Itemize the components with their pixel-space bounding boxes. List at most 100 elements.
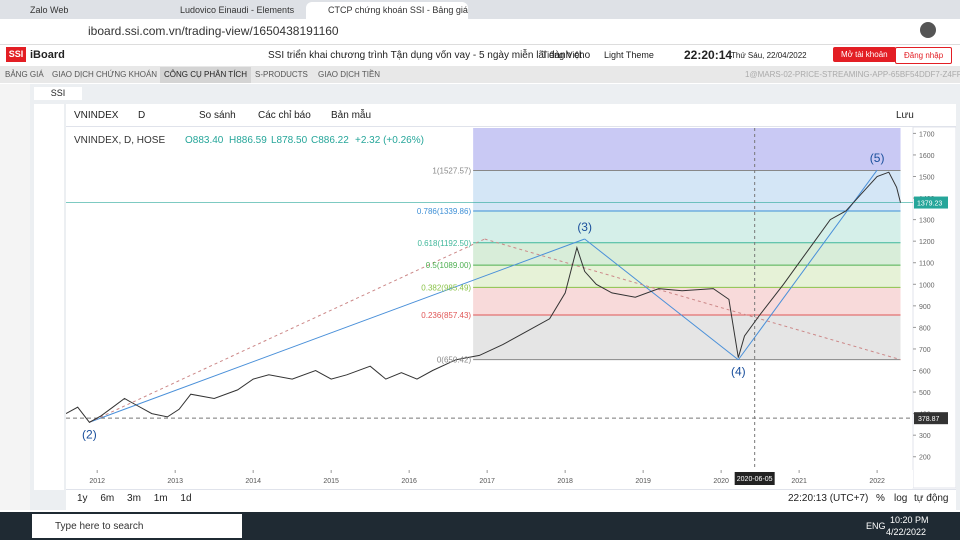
legend-title: VNINDEX, D, HOSE <box>74 135 165 146</box>
last-price-label: 1379.23 <box>917 201 942 208</box>
nav-item[interactable]: BẢNG GIÁ <box>5 70 44 79</box>
drawing-tools <box>34 104 64 490</box>
x-tick-label: 2013 <box>167 478 183 485</box>
fib-label: 1(1527.57) <box>432 167 471 176</box>
symbol[interactable]: VNINDEX <box>74 110 119 121</box>
tab-active[interactable]: CTCP chứng khoán SSI - Bảng giá <box>306 2 468 19</box>
address-row <box>0 19 960 45</box>
legend-value: L878.50 <box>271 135 308 146</box>
chart: 2003004005006007008009001000110012001300… <box>66 127 956 489</box>
fib-band <box>473 242 901 266</box>
y-tick-label: 600 <box>919 369 931 376</box>
y-tick-label: 1600 <box>919 153 935 160</box>
x-tick-label: 2016 <box>401 478 417 485</box>
lang[interactable]: ENG <box>866 521 886 531</box>
range-item[interactable]: 1y <box>77 493 88 504</box>
price-axis <box>912 127 956 489</box>
indicators[interactable]: Các chỉ báo <box>258 110 311 121</box>
legend-value: +2.32 (+0.26%) <box>355 135 424 146</box>
x-tick-label: 2012 <box>89 478 105 485</box>
clock: 22:20:14 <box>684 48 733 62</box>
url[interactable]: iboard.ssi.com.vn/trading-view/165043819… <box>88 24 339 38</box>
chart-toolbar <box>66 104 956 127</box>
nav-item[interactable]: GIAO DỊCH TIỀN <box>318 70 381 79</box>
fib-label: 0(650.42) <box>437 356 472 365</box>
logo[interactable]: SSI <box>6 47 26 62</box>
x-tick-label: 2022 <box>869 478 885 485</box>
y-tick-label: 200 <box>919 455 931 462</box>
fib-label: 0.236(857.43) <box>421 311 471 320</box>
fib-band <box>473 315 901 360</box>
legend-value: H886.59 <box>229 135 267 146</box>
bottom-bar <box>66 489 956 510</box>
wave-label: (5) <box>870 151 885 165</box>
y-tick-label: 800 <box>919 325 931 332</box>
wave-line <box>584 238 739 361</box>
build-id: 1@MARS-02-PRICE-STREAMING-APP-65BF54DDF7… <box>745 70 960 79</box>
language[interactable]: Tiếng Việt <box>542 50 583 60</box>
range[interactable]: 1y 6m 3m 1m 1d <box>77 493 192 504</box>
fib-label: 0.786(1339.86) <box>417 207 472 216</box>
range-item[interactable]: 1d <box>180 493 192 504</box>
option[interactable]: % <box>876 493 885 504</box>
x-tick-label: 2020 <box>713 478 729 485</box>
time-axis-bg <box>66 470 913 488</box>
x-tick-label: 2019 <box>635 478 651 485</box>
fib-label: 0.382(985.49) <box>421 283 471 292</box>
chart-clock: 22:20:13 (UTC+7) <box>788 493 869 504</box>
marker-label: 378.87 <box>918 416 940 423</box>
y-tick-label: 1700 <box>919 131 935 138</box>
fib-label: 0.618(1192.50) <box>417 239 471 248</box>
templates[interactable]: Bản mẫu <box>331 110 372 121</box>
promo[interactable]: SSI triển khai chương trình Tận dụng vốn… <box>268 50 591 61</box>
save[interactable]: Lưu <box>896 110 914 121</box>
tray-time[interactable]: 10:20 PM <box>890 515 929 525</box>
range-item[interactable]: 6m <box>100 493 115 504</box>
app-header <box>0 45 960 66</box>
fib-band <box>473 287 901 316</box>
range-item[interactable]: 1m <box>153 493 168 504</box>
tab[interactable]: Zalo Web <box>30 5 69 15</box>
range-item[interactable]: 3m <box>127 493 141 504</box>
price-line <box>66 171 901 423</box>
y-tick-label: 300 <box>919 433 931 440</box>
trend-dash <box>89 238 485 423</box>
search-text[interactable]: Type here to search <box>55 521 144 532</box>
search-box[interactable] <box>32 514 242 538</box>
option[interactable]: log <box>894 493 908 504</box>
fib-band <box>473 265 901 288</box>
open-account[interactable]: Mở tài khoản <box>833 47 896 62</box>
avatar[interactable] <box>920 22 936 38</box>
theme[interactable]: Light Theme <box>604 50 654 60</box>
nav-item-active[interactable]: CÔNG CỤ PHÂN TÍCH <box>160 67 251 83</box>
x-tick-label: 2015 <box>323 478 339 485</box>
app-name: iBoard <box>30 49 65 61</box>
y-tick-label: 1500 <box>919 175 935 182</box>
date: Thứ Sáu, 22/04/2022 <box>731 51 807 60</box>
plot-bg <box>66 127 956 489</box>
marker-tag <box>914 412 948 425</box>
chart-tab[interactable]: SSI <box>34 87 82 100</box>
option[interactable]: tự động <box>914 493 949 504</box>
tray-date[interactable]: 4/22/2022 <box>886 527 927 537</box>
nav-item[interactable]: S-PRODUCTS <box>255 70 308 79</box>
interval[interactable]: D <box>138 110 146 121</box>
wave-line <box>89 238 585 423</box>
nav-item[interactable]: GIAO DỊCH CHỨNG KHOÁN <box>52 70 158 79</box>
y-tick-label: 1100 <box>919 261 934 268</box>
fib-band <box>473 211 901 243</box>
y-tick-label: 700 <box>919 347 931 354</box>
tab[interactable]: Ludovico Einaudi - Elements <box>180 5 295 15</box>
legend-value: C886.22 <box>311 135 349 146</box>
crosshair-tag <box>734 472 775 485</box>
side-bar <box>0 84 30 510</box>
last-price-tag <box>914 196 948 209</box>
trend-dash <box>484 238 901 361</box>
x-tick-label: 2021 <box>791 478 807 485</box>
wave-label: (3) <box>577 220 592 234</box>
legend-value: O883.40 <box>185 135 224 146</box>
login[interactable]: Đăng nhập <box>895 47 953 64</box>
y-tick-label: 1000 <box>919 282 935 289</box>
compare[interactable]: So sánh <box>199 110 236 121</box>
